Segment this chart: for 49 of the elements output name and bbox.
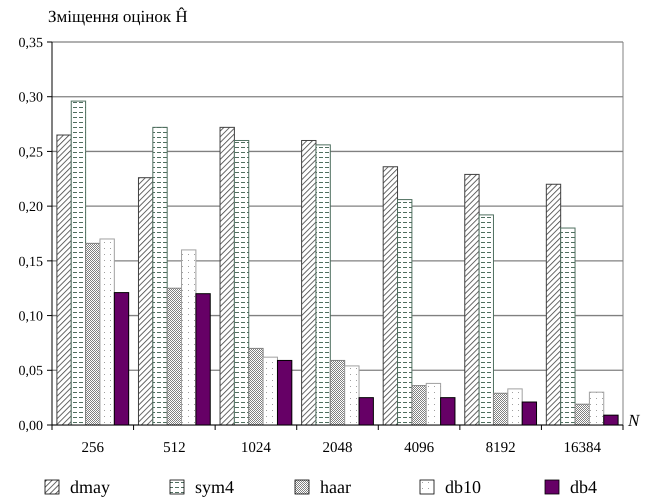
bar <box>478 214 494 426</box>
bar <box>301 140 316 426</box>
bar <box>492 392 508 426</box>
y-tick-label: 0,20 <box>18 200 43 216</box>
x-tick-label: 16384 <box>563 440 602 456</box>
x-tick-label: 4096 <box>404 440 435 456</box>
y-tick-label: 0,00 <box>18 418 43 434</box>
x-axis-title: N <box>627 411 641 430</box>
bar <box>181 249 196 426</box>
legend-label: sym4 <box>195 477 234 497</box>
bar <box>507 388 523 426</box>
legend-label: dmay <box>70 477 110 497</box>
bar <box>560 228 576 426</box>
x-tick-label: 8192 <box>486 440 516 456</box>
bar <box>330 360 346 426</box>
x-tick-label: 1024 <box>240 440 272 456</box>
legend-label: db10 <box>445 477 481 497</box>
bar <box>344 365 360 426</box>
y-tick-label: 0,15 <box>18 254 43 270</box>
y-tick-label: 0,30 <box>18 90 43 106</box>
bar <box>464 174 480 426</box>
bar <box>382 166 398 426</box>
bar <box>546 184 562 426</box>
bar <box>315 144 331 426</box>
bar <box>56 134 72 426</box>
x-tick-label: 2048 <box>322 440 352 456</box>
y-tick-label: 0,10 <box>18 309 43 324</box>
bar <box>70 100 86 426</box>
bar <box>262 356 278 426</box>
bar <box>248 348 264 426</box>
bar <box>426 382 442 426</box>
y-tick-label: 0,35 <box>18 36 43 51</box>
bar <box>138 177 154 426</box>
bar <box>99 238 115 426</box>
bar <box>234 140 250 426</box>
bar <box>85 242 100 426</box>
y-tick-label: 0,25 <box>18 145 43 160</box>
bar <box>166 288 182 426</box>
bar <box>397 199 412 426</box>
x-tick-label: 256 <box>82 440 105 456</box>
bar <box>588 392 604 426</box>
y-tick-label: 0,05 <box>18 364 43 380</box>
legend-label: db4 <box>570 477 597 497</box>
bar <box>574 404 590 426</box>
legend-label: haar <box>320 477 351 497</box>
bar <box>152 126 168 426</box>
bar <box>220 126 235 426</box>
chart-title: Зміщення оцінок Ĥ <box>48 7 188 26</box>
x-tick-label: 512 <box>163 440 186 456</box>
